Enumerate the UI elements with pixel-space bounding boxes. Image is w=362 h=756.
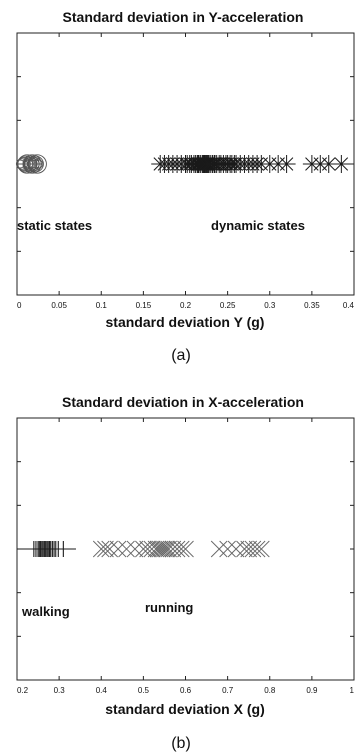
x-tick-label: 0.35 (304, 301, 320, 310)
chart-b: Standard deviation in X-acceleration 0.2… (16, 394, 355, 752)
x-tick-label: 0.15 (136, 301, 152, 310)
caption-a: (a) (171, 347, 191, 364)
b-cross-marker (92, 540, 110, 558)
x-tick-label: 0.1 (96, 301, 108, 310)
x-tick-label: 0.5 (138, 686, 150, 695)
b-cross-marker (227, 540, 245, 558)
b-cross-marker (248, 540, 266, 558)
x-tick-label: 0.9 (306, 686, 318, 695)
a-asterisk-marker (332, 155, 351, 173)
b-cross-marker (160, 540, 177, 558)
x-tick-label: 0.3 (54, 686, 66, 695)
chart-b-title: Standard deviation in X-acceleration (62, 394, 304, 410)
chart-a-annotation-static: static states (17, 218, 92, 233)
b-cross-marker (210, 540, 228, 558)
b-cross-marker (126, 540, 144, 558)
x-tick-label: 0.25 (220, 301, 236, 310)
b-cross-marker (139, 540, 156, 558)
chart-b-xlabel: standard deviation X (g) (105, 701, 264, 717)
x-tick-label: 0.4 (343, 301, 355, 310)
b-cross-marker (147, 540, 165, 558)
b-cross-marker (101, 540, 118, 558)
chart-a-annotation-dynamic: dynamic states (211, 218, 305, 233)
b-cross-marker (97, 540, 114, 558)
x-tick-label: 0.8 (264, 686, 276, 695)
b-cross-marker (154, 540, 171, 558)
chart-a-x-axis: 0 0.05 0.1 0.15 0.2 0.25 0.3 0.35 0.4 (16, 33, 355, 310)
chart-b-annotation-walking: walking (21, 604, 70, 619)
chart-a-marks (15, 154, 351, 174)
x-tick-label: 0.05 (51, 301, 67, 310)
a-asterisk-marker (319, 155, 338, 173)
b-cross-marker (143, 540, 161, 558)
caption-b: (b) (171, 735, 191, 752)
b-cross-marker (164, 540, 182, 558)
b-cross-marker (172, 540, 190, 558)
x-tick-label: 0.2 (17, 686, 29, 695)
b-cross-marker (253, 540, 270, 558)
x-tick-label: 0.3 (264, 301, 276, 310)
chart-a-title: Standard deviation in Y-acceleration (63, 9, 304, 25)
chart-b-x-axis: 0.2 0.3 0.4 0.5 0.6 0.7 0.8 0.9 1 (16, 418, 355, 695)
b-cross-marker (244, 540, 262, 558)
b-cross-marker (135, 540, 152, 558)
b-cross-marker (158, 540, 175, 558)
chart-a-xlabel: standard deviation Y (g) (106, 314, 265, 330)
b-cross-marker (168, 540, 186, 558)
chart-a: Standard deviation in Y-acceleration 0 0.… (15, 9, 355, 364)
x-tick-label: 1 (350, 686, 355, 695)
b-cross-marker (240, 540, 258, 558)
b-cross-marker (177, 540, 194, 558)
b-cross-marker (156, 540, 173, 558)
x-tick-label: 0.6 (180, 686, 192, 695)
b-cross-marker (118, 540, 135, 558)
x-tick-label: 0 (17, 301, 22, 310)
x-tick-label: 0.4 (96, 686, 108, 695)
x-tick-label: 0.2 (180, 301, 192, 310)
b-cross-marker (219, 540, 236, 558)
chart-b-marks (17, 540, 270, 558)
chart-b-annotation-running: running (145, 600, 193, 615)
a-asterisk-marker (277, 155, 296, 173)
b-cross-marker (236, 540, 253, 558)
x-tick-label: 0.7 (222, 686, 234, 695)
b-cross-marker (109, 540, 127, 558)
b-cross-marker (149, 540, 167, 558)
b-cross-marker (151, 540, 169, 558)
